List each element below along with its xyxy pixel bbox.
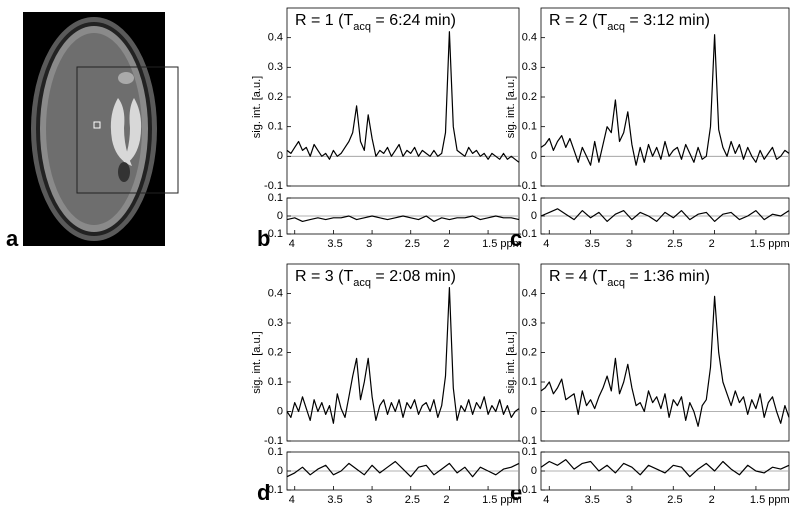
y-tick-label: -0.1 [264, 435, 283, 447]
title-part: = 1:36 min) [625, 268, 710, 285]
y-tick-label: 0.1 [268, 192, 283, 204]
y-tick-label: 0.3 [522, 61, 537, 73]
panel-label: b [257, 226, 270, 251]
x-tick-label: 3 [366, 238, 372, 250]
x-tick-label: 4 [289, 238, 295, 250]
plot-frame [540, 7, 790, 187]
y-tick-label: 0.4 [522, 32, 537, 44]
y-tick-label: 0.2 [268, 91, 283, 103]
spectrum-line [286, 215, 520, 222]
y-tick-label: -0.1 [264, 484, 283, 496]
spectrum-line [540, 295, 790, 427]
y-tick-label: 0.1 [522, 376, 537, 388]
y-tick-label: 0.1 [522, 192, 537, 204]
y-tick-label: 0.1 [522, 446, 537, 458]
title-part: R = 3 (T [295, 268, 353, 285]
plot-frame [286, 7, 520, 187]
title-part: acq [607, 277, 625, 289]
title-part: = 2:08 min) [371, 268, 456, 285]
y-tick-label: 0 [277, 465, 283, 477]
spectrum-line [286, 287, 520, 424]
spectrum-line [540, 459, 790, 478]
x-tick-label: 3.5 [327, 494, 342, 506]
y-axis-label: sig. int. [a.u.] [505, 331, 517, 393]
title-part: acq [353, 277, 371, 289]
spectrum-line [540, 34, 790, 166]
title-part: acq [607, 21, 625, 33]
chart-title: R = 3 (Tacq = 2:08 min) [295, 268, 456, 289]
y-tick-label: 0 [531, 210, 537, 222]
x-tick-label: 3 [366, 494, 372, 506]
chart-title: R = 2 (Tacq = 3:12 min) [549, 12, 710, 33]
y-tick-label: 0.2 [522, 91, 537, 103]
x-tick-label: 1.5 ppm [750, 238, 790, 250]
x-tick-label: 3 [626, 238, 632, 250]
y-tick-label: 0 [277, 210, 283, 222]
chart-title: R = 4 (Tacq = 1:36 min) [549, 268, 710, 289]
panel-label: a [6, 226, 19, 251]
title-part: R = 4 (T [549, 268, 607, 285]
mri-image [23, 12, 179, 246]
y-tick-label: -0.1 [518, 180, 537, 192]
y-axis-label: sig. int. [a.u.] [251, 331, 263, 393]
y-tick-label: 0 [531, 150, 537, 162]
x-tick-label: 2.5 [405, 238, 420, 250]
title-part: = 6:24 min) [371, 12, 456, 29]
y-tick-label: 0 [277, 405, 283, 417]
title-part: R = 1 (T [295, 12, 353, 29]
title-part: = 3:12 min) [625, 12, 710, 29]
y-tick-label: 0 [277, 150, 283, 162]
x-tick-label: 1.5 ppm [482, 494, 522, 506]
x-tick-label: 2 [709, 494, 715, 506]
y-tick-label: 0.2 [268, 346, 283, 358]
x-tick-label: 4 [543, 494, 549, 506]
x-tick-label: 2.5 [667, 494, 682, 506]
y-tick-label: 0.1 [268, 121, 283, 133]
y-tick-label: -0.1 [518, 484, 537, 496]
x-tick-label: 2 [709, 238, 715, 250]
panel-label: d [257, 480, 270, 505]
x-tick-label: 2 [443, 494, 449, 506]
x-tick-label: 3.5 [327, 238, 342, 250]
x-tick-label: 3.5 [585, 238, 600, 250]
y-tick-label: 0.4 [522, 287, 537, 299]
chart-title: R = 1 (Tacq = 6:24 min) [295, 12, 456, 33]
y-tick-label: 0.4 [268, 287, 283, 299]
plot-frame [286, 263, 520, 442]
x-tick-label: 2.5 [667, 238, 682, 250]
y-tick-label: -0.1 [264, 228, 283, 240]
spectrum-line [286, 460, 520, 478]
title-part: acq [353, 21, 371, 33]
x-tick-label: 1.5 ppm [482, 238, 522, 250]
y-tick-label: 0 [531, 465, 537, 477]
y-tick-label: 0.2 [522, 346, 537, 358]
y-tick-label: 0.3 [268, 317, 283, 329]
x-tick-label: 2 [443, 238, 449, 250]
y-tick-label: 0.1 [268, 376, 283, 388]
y-tick-label: 0 [531, 405, 537, 417]
x-tick-label: 2.5 [405, 494, 420, 506]
y-tick-label: -0.1 [264, 180, 283, 192]
x-tick-label: 1.5 ppm [750, 494, 790, 506]
y-tick-label: 0.1 [522, 121, 537, 133]
y-tick-label: 0.3 [268, 61, 283, 73]
y-tick-label: -0.1 [518, 435, 537, 447]
y-tick-label: 0.3 [522, 317, 537, 329]
spectrum-line [540, 208, 790, 222]
x-tick-label: 4 [543, 238, 549, 250]
y-tick-label: 0.1 [268, 446, 283, 458]
x-tick-label: 3.5 [585, 494, 600, 506]
y-axis-label: sig. int. [a.u.] [251, 76, 263, 138]
y-axis-label: sig. int. [a.u.] [505, 76, 517, 138]
spectrum-line [286, 31, 520, 163]
x-tick-label: 3 [626, 494, 632, 506]
y-tick-label: -0.1 [518, 228, 537, 240]
title-part: R = 2 (T [549, 12, 607, 29]
y-tick-label: 0.4 [268, 32, 283, 44]
x-tick-label: 4 [289, 494, 295, 506]
